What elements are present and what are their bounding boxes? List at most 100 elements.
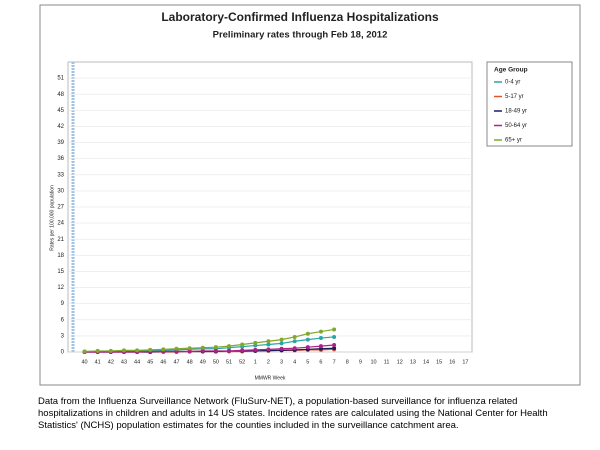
point — [121, 348, 126, 353]
y-tick-label: 6 — [61, 317, 65, 323]
point — [213, 348, 218, 353]
caption: Data from the Influenza Surveillance Net… — [38, 396, 548, 431]
legend-label: 5-17 yr — [505, 94, 524, 100]
point — [227, 348, 232, 353]
point — [266, 339, 271, 344]
x-tick-label: 11 — [384, 359, 390, 365]
y-tick-label: 3 — [61, 333, 65, 339]
y-tick-label: 33 — [57, 172, 64, 178]
x-tick-label: 5 — [306, 359, 309, 365]
x-tick-label: 51 — [226, 359, 232, 365]
point — [332, 334, 337, 339]
x-tick-label: 43 — [121, 359, 127, 365]
x-tick-label: 14 — [423, 359, 429, 365]
point — [200, 345, 205, 350]
point — [318, 329, 323, 334]
x-tick-label: 8 — [346, 359, 349, 365]
point — [266, 347, 271, 352]
x-tick-label: 6 — [319, 359, 322, 365]
x-tick-label: 3 — [280, 359, 283, 365]
y-tick-label: 18 — [57, 253, 64, 259]
point — [253, 347, 258, 352]
point — [332, 343, 337, 348]
point — [305, 345, 310, 350]
point — [227, 344, 232, 349]
point — [305, 331, 310, 336]
point — [148, 347, 153, 352]
point — [292, 346, 297, 351]
point — [305, 337, 310, 342]
y-tick-label: 48 — [57, 92, 64, 98]
chart: Laboratory-Confirmed Influenza Hospitali… — [39, 4, 581, 386]
chart-title: Laboratory-Confirmed Influenza Hospitali… — [161, 10, 439, 24]
x-tick-label: 45 — [147, 359, 153, 365]
x-tick-label: 48 — [187, 359, 193, 365]
y-tick-label: 24 — [57, 221, 64, 227]
y-axis-label: Rates per 100,000 population — [49, 185, 55, 251]
x-tick-label: 7 — [333, 359, 336, 365]
legend-label: 18-49 yr — [505, 109, 527, 115]
legend-label: 50-64 yr — [505, 123, 527, 129]
point — [240, 342, 245, 347]
x-tick-label: 49 — [200, 359, 206, 365]
legend-label: 65+ yr — [505, 138, 522, 144]
point — [292, 334, 297, 339]
x-tick-label: 4 — [293, 359, 296, 365]
point — [135, 348, 140, 353]
point — [279, 346, 284, 351]
point — [200, 348, 205, 353]
x-tick-label: 9 — [359, 359, 362, 365]
y-tick-label: 42 — [57, 124, 64, 130]
point — [213, 345, 218, 350]
point — [187, 346, 192, 351]
point — [266, 342, 271, 347]
point — [240, 348, 245, 353]
point — [161, 347, 166, 352]
x-tick-label: 40 — [82, 359, 88, 365]
x-tick-label: 15 — [436, 359, 442, 365]
series-line — [84, 344, 335, 353]
x-axis-label: MMWR Week — [255, 375, 286, 381]
y-tick-label: 21 — [57, 237, 64, 243]
y-tick-label: 15 — [57, 269, 64, 275]
y-tick-label: 51 — [57, 76, 64, 82]
y-tick-label: 36 — [57, 156, 64, 162]
y-tick-label: 0 — [61, 350, 65, 356]
x-tick-label: 16 — [449, 359, 455, 365]
point — [108, 348, 113, 353]
x-tick-label: 12 — [397, 359, 403, 365]
legend-label: 0-4 yr — [505, 80, 520, 86]
x-tick-label: 13 — [410, 359, 416, 365]
y-tick-label: 27 — [57, 205, 64, 211]
x-tick-label: 17 — [462, 359, 468, 365]
x-tick-label: 2 — [267, 359, 270, 365]
y-tick-label: 39 — [57, 140, 64, 146]
point — [95, 348, 100, 353]
x-tick-label: 42 — [108, 359, 114, 365]
x-tick-label: 10 — [370, 359, 376, 365]
point — [174, 346, 179, 351]
x-tick-label: 46 — [160, 359, 166, 365]
point — [187, 349, 192, 354]
legend-title: Age Group — [494, 67, 528, 74]
x-tick-label: 44 — [134, 359, 140, 365]
chart-subtitle: Preliminary rates through Feb 18, 2012 — [213, 30, 388, 41]
y-tick-label: 30 — [57, 188, 64, 194]
point — [279, 337, 284, 342]
point — [332, 346, 337, 351]
point — [292, 339, 297, 344]
point — [332, 327, 337, 332]
y-tick-label: 9 — [61, 301, 65, 307]
point — [318, 344, 323, 349]
point — [82, 349, 87, 354]
series-line — [84, 328, 335, 353]
legend-box — [486, 61, 573, 147]
point — [318, 336, 323, 341]
x-tick-label: 41 — [95, 359, 101, 365]
x-tick-label: 47 — [173, 359, 179, 365]
point — [279, 341, 284, 346]
x-tick-label: 50 — [213, 359, 219, 365]
x-tick-label: 1 — [254, 359, 257, 365]
point — [253, 340, 258, 345]
